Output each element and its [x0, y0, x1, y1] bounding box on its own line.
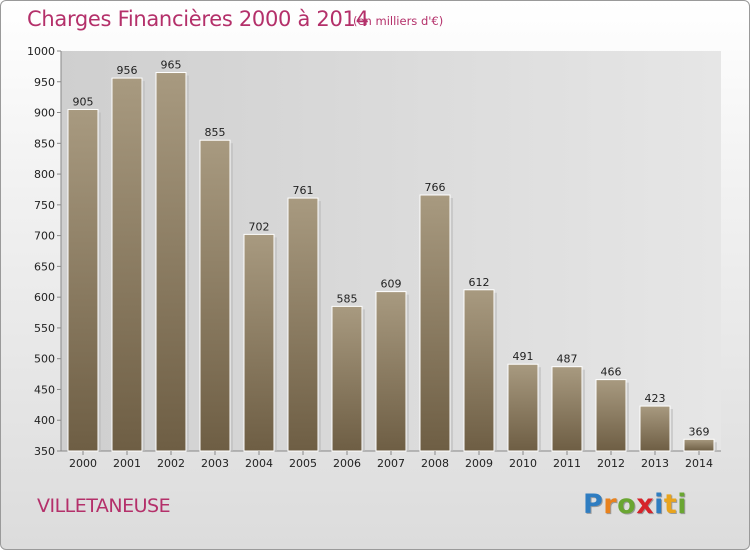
y-tick-label: 900 — [34, 107, 55, 120]
x-tick-label: 2014 — [685, 457, 713, 470]
bar-value-label: 965 — [161, 59, 182, 72]
x-tick-label: 2007 — [377, 457, 405, 470]
bar-value-label: 585 — [337, 292, 358, 305]
bar — [683, 438, 715, 452]
bar — [419, 194, 451, 452]
x-tick-label: 2012 — [597, 457, 625, 470]
bar — [199, 139, 231, 452]
bar-value-label: 491 — [513, 350, 534, 363]
x-tick-label: 2005 — [289, 457, 317, 470]
x-tick-label: 2003 — [201, 457, 229, 470]
y-tick-label: 1000 — [27, 45, 55, 58]
x-tick-label: 2010 — [509, 457, 537, 470]
x-tick-label: 2008 — [421, 457, 449, 470]
bar — [243, 233, 275, 452]
bar-value-label: 905 — [73, 95, 94, 108]
bar-value-label: 612 — [469, 276, 490, 289]
bar-value-label: 956 — [117, 64, 138, 77]
x-tick-label: 2011 — [553, 457, 581, 470]
y-tick-label: 550 — [34, 322, 55, 335]
y-tick-label: 450 — [34, 383, 55, 396]
y-tick-label: 700 — [34, 230, 55, 243]
logo-letter: o — [617, 489, 637, 520]
x-tick-label: 2013 — [641, 457, 669, 470]
bar-value-label: 423 — [645, 392, 666, 405]
y-tick-label: 600 — [34, 291, 55, 304]
y-tick-label: 350 — [34, 445, 55, 458]
bar-value-label: 609 — [381, 278, 402, 291]
bar — [463, 289, 495, 452]
bar-value-label: 487 — [557, 353, 578, 366]
bar-value-label: 702 — [249, 220, 270, 233]
y-tick-label: 650 — [34, 260, 55, 273]
y-tick-label: 500 — [34, 353, 55, 366]
y-tick-label: 950 — [34, 76, 55, 89]
bar — [287, 197, 319, 452]
x-tick-label: 2000 — [69, 457, 97, 470]
y-tick-label: 400 — [34, 414, 55, 427]
bar-value-label: 855 — [205, 126, 226, 139]
logo-letter: i — [654, 489, 664, 520]
chart-subtitle: (en milliers d'€) — [353, 14, 444, 28]
place-name: VILLETANEUSE — [37, 495, 171, 517]
bar — [375, 291, 407, 452]
x-tick-label: 2004 — [245, 457, 273, 470]
x-tick-label: 2001 — [113, 457, 141, 470]
y-tick-label: 750 — [34, 199, 55, 212]
y-tick-label: 800 — [34, 168, 55, 181]
bar — [67, 108, 99, 452]
x-tick-label: 2009 — [465, 457, 493, 470]
bar — [331, 305, 363, 452]
bar — [595, 379, 627, 452]
bar-value-label: 761 — [293, 184, 314, 197]
logo-letter: r — [603, 489, 618, 520]
logo-letter: x — [636, 489, 655, 520]
bar-value-label: 466 — [601, 366, 622, 379]
bar — [111, 77, 143, 452]
logo-letter: t — [663, 489, 678, 520]
x-tick-label: 2006 — [333, 457, 361, 470]
bar — [155, 72, 187, 452]
chart-title: Charges Financières 2000 à 2014 — [27, 7, 369, 31]
bar — [639, 405, 671, 452]
x-tick-label: 2002 — [157, 457, 185, 470]
proxiti-logo: Proxiti — [583, 489, 687, 520]
bar — [551, 366, 583, 452]
y-tick-label: 850 — [34, 137, 55, 150]
bar — [507, 363, 539, 452]
logo-letter: i — [677, 489, 688, 520]
bar-value-label: 766 — [425, 181, 446, 194]
logo-letter: P — [583, 489, 604, 520]
bar-value-label: 369 — [689, 425, 710, 438]
